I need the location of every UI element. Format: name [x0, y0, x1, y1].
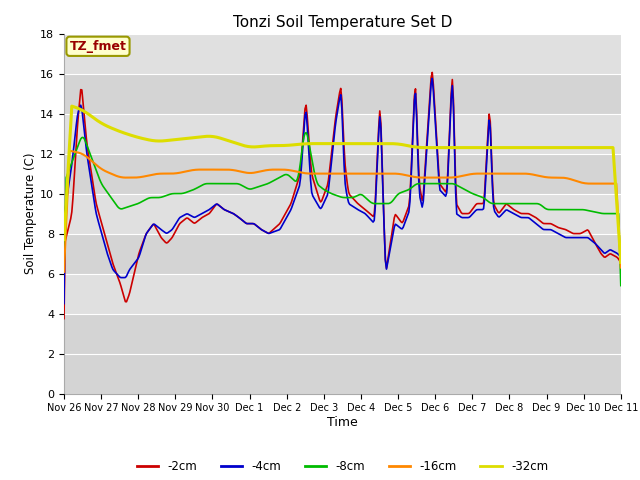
Bar [64, 193, 621, 234]
Bar [64, 274, 621, 313]
Bar [64, 73, 621, 114]
Bar [64, 313, 621, 394]
Y-axis label: Soil Temperature (C): Soil Temperature (C) [24, 153, 37, 275]
Legend: -2cm, -4cm, -8cm, -16cm, -32cm: -2cm, -4cm, -8cm, -16cm, -32cm [132, 455, 553, 478]
Title: Tonzi Soil Temperature Set D: Tonzi Soil Temperature Set D [233, 15, 452, 30]
Bar [64, 154, 621, 193]
Bar [64, 114, 621, 154]
X-axis label: Time: Time [327, 416, 358, 429]
Bar [64, 234, 621, 274]
Text: TZ_fmet: TZ_fmet [70, 40, 127, 53]
Bar [64, 34, 621, 73]
